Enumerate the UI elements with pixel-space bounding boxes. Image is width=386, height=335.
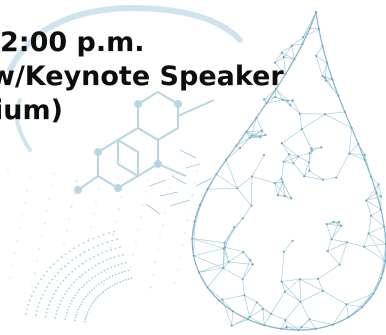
- speaker-text: w/Keynote Speaker: [0, 61, 284, 92]
- time-text: 2:00 p.m.: [0, 27, 145, 58]
- debris-lines-icon: [145, 149, 213, 215]
- venue-text: ium): [0, 95, 63, 126]
- water-drop-icon: [191, 10, 386, 332]
- dotted-arc-icon: [7, 169, 198, 323]
- ring-arc-icon: [7, 4, 243, 73]
- hexagon-molecule-icon: [74, 90, 215, 194]
- ring-arc-inner-icon: [14, 98, 32, 152]
